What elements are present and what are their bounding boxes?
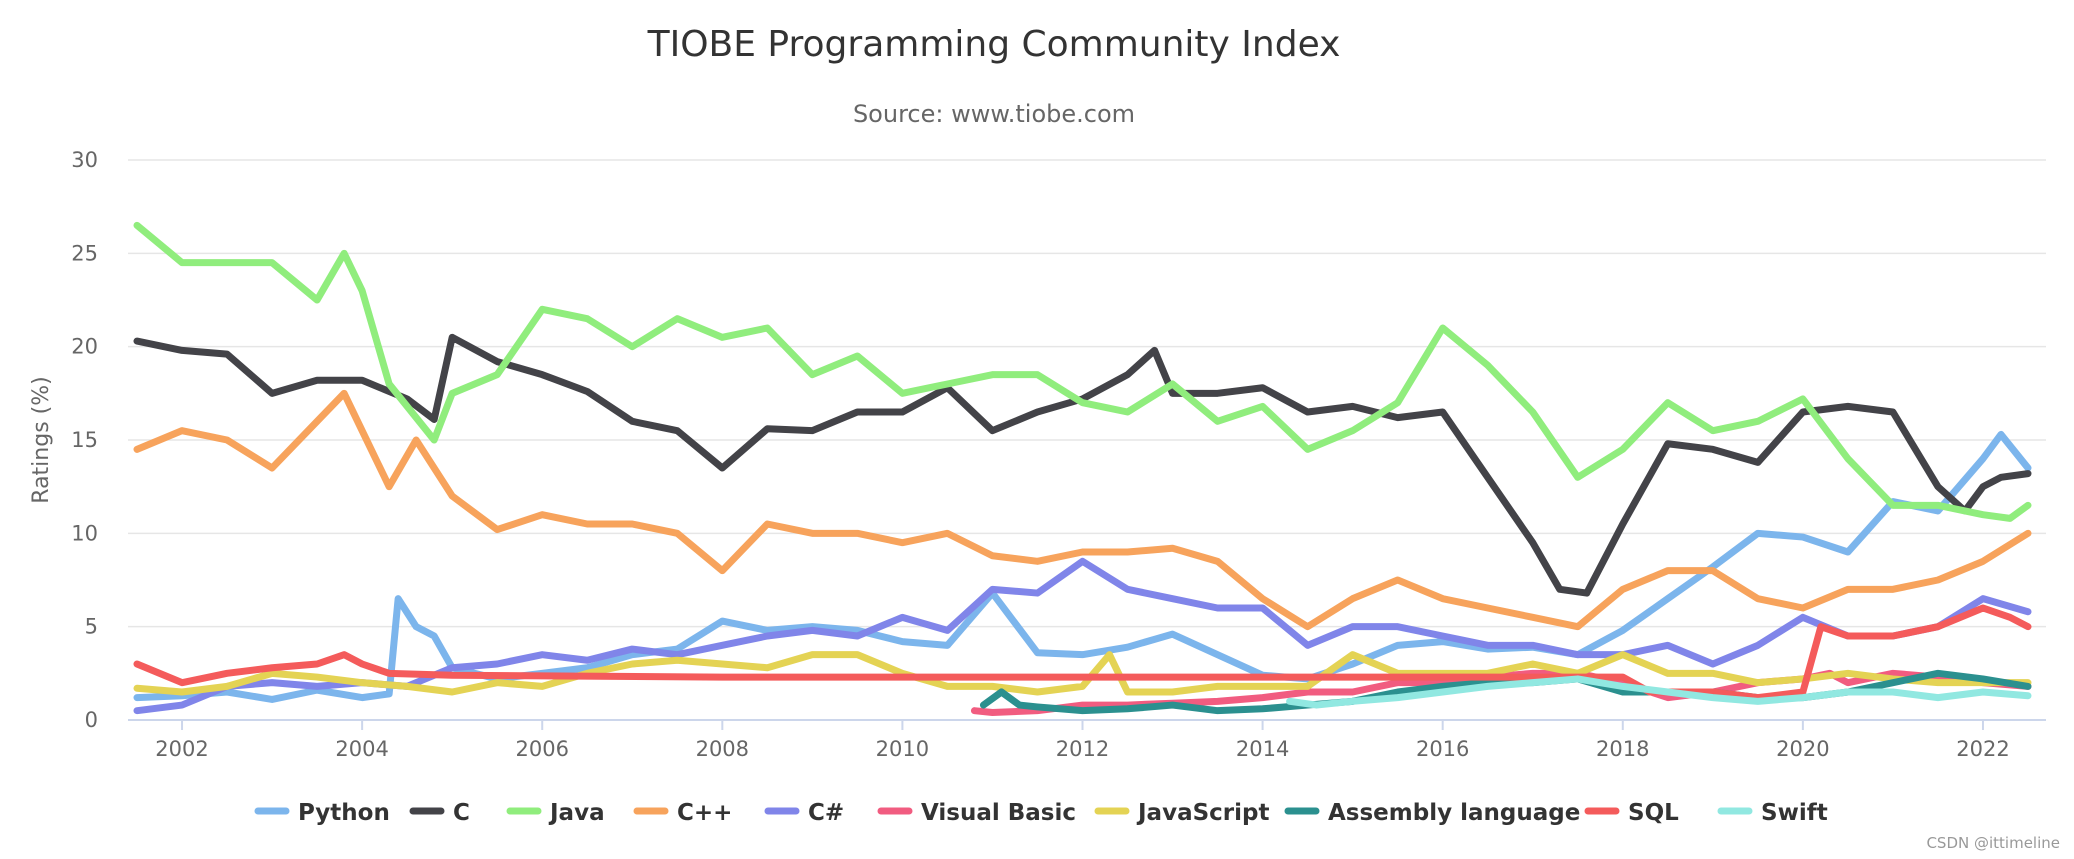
credit-text: CSDN @ittimeline [1926, 834, 2060, 852]
y-tick-label: 30 [71, 148, 98, 172]
legend-item-java[interactable]: Java [506, 800, 605, 826]
x-tick-label: 2016 [1416, 737, 1469, 761]
legend-label: C# [808, 800, 844, 826]
series-line-javascript [133, 651, 2032, 696]
series-line-java [133, 221, 2032, 522]
x-tick-label: 2020 [1776, 737, 1829, 761]
y-tick-label: 10 [71, 521, 98, 545]
legend-label: Python [298, 800, 390, 826]
series-line-sql [133, 604, 2032, 702]
series-line-python [133, 430, 2032, 703]
legend-label: Assembly language [1328, 800, 1580, 826]
legend-item-c[interactable]: C# [764, 800, 844, 826]
legend-item-sql[interactable]: SQL [1584, 800, 1679, 826]
legend-item-c[interactable]: C++ [633, 800, 732, 826]
axis-layer: 0 5 10 15 20 25 30 2002 2004 2006 2008 2010 2012 2014… [71, 148, 2046, 761]
series-line-swift [1286, 675, 2032, 709]
x-tick-label: 2022 [1956, 737, 2009, 761]
legend-label: SQL [1628, 800, 1679, 826]
y-axis-title: Ratings (%) [29, 376, 54, 503]
x-tick-label: 2008 [696, 737, 749, 761]
x-tick-label: 2006 [515, 737, 568, 761]
legend-item-assembly-language[interactable]: Assembly language [1284, 800, 1580, 826]
legend-item-visual-basic[interactable]: Visual Basic [877, 800, 1076, 826]
y-tick-label: 0 [85, 708, 98, 732]
series-line-c [133, 333, 2032, 597]
legend-label: C [453, 800, 470, 826]
legend-item-javascript[interactable]: JavaScript [1094, 800, 1269, 826]
x-tick-label: 2010 [876, 737, 929, 761]
chart-subtitle: Source: www.tiobe.com [853, 100, 1135, 128]
legend: Python C Java C++ C# Visual Basic JavaScript As… [254, 800, 1828, 826]
x-tick-label: 2018 [1596, 737, 1649, 761]
series-layer [133, 221, 2032, 717]
legend-label: Swift [1761, 800, 1828, 826]
x-tick-label: 2004 [335, 737, 388, 761]
series-line-c [133, 557, 2032, 715]
x-tick-label: 2002 [155, 737, 208, 761]
legend-label: Visual Basic [921, 800, 1076, 826]
legend-label: Java [548, 800, 605, 826]
x-tick-label: 2014 [1236, 737, 1289, 761]
chart-title: TIOBE Programming Community Index [647, 24, 1341, 65]
legend-label: JavaScript [1136, 800, 1269, 826]
legend-item-swift[interactable]: Swift [1717, 800, 1828, 826]
x-tick-label: 2012 [1056, 737, 1109, 761]
y-tick-label: 15 [71, 428, 98, 452]
legend-item-c[interactable]: C [409, 800, 470, 826]
y-tick-label: 25 [71, 241, 98, 265]
legend-item-python[interactable]: Python [254, 800, 390, 826]
y-tick-label: 20 [71, 335, 98, 359]
series-line-c [133, 389, 2032, 631]
legend-label: C++ [677, 800, 732, 826]
y-tick-label: 5 [85, 615, 98, 639]
